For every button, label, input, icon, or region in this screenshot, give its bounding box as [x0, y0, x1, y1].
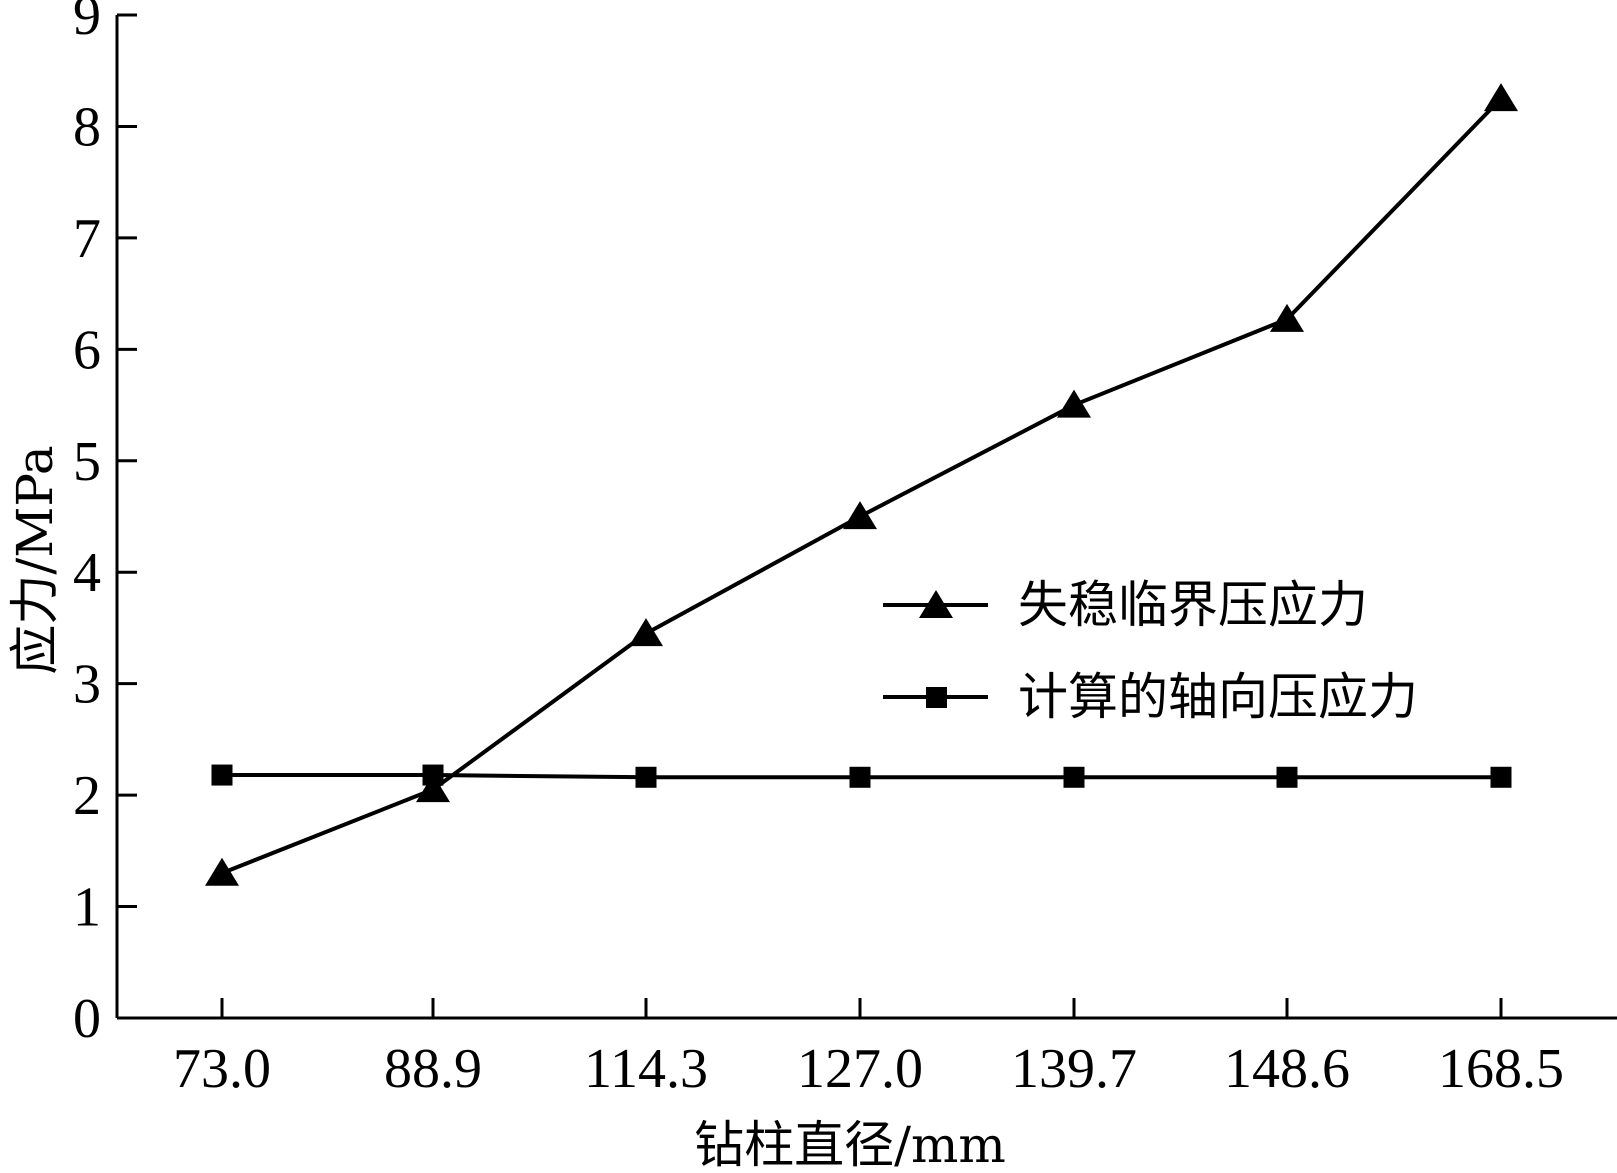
axes	[115, 15, 1617, 1020]
legend-label-critical-stress: 失稳临界压应力	[1018, 576, 1368, 634]
y-tick-label: 8	[73, 96, 101, 158]
square-point	[635, 766, 657, 788]
legend-label-axial-stress: 计算的轴向压应力	[1018, 668, 1418, 726]
x-tick-label: 148.6	[1224, 1038, 1350, 1100]
y-tick-label: 7	[73, 208, 101, 270]
y-tick-label: 5	[73, 431, 101, 493]
triangle-point	[629, 618, 663, 647]
x-tick-label: 73.0	[173, 1038, 271, 1100]
y-tick-label: 3	[73, 654, 101, 716]
square-point	[849, 766, 871, 788]
legend-entry-critical-stress: 失稳临界压应力	[883, 576, 1368, 634]
square-point	[422, 764, 444, 786]
series-markers	[205, 83, 1518, 886]
series-lines	[221, 97, 1503, 875]
triangle-point	[1484, 83, 1518, 112]
y-tick-label: 2	[73, 765, 101, 827]
x-tick-label: 114.3	[584, 1038, 708, 1100]
x-axis-title: 钻柱直径/mm	[694, 1116, 1006, 1173]
square-point	[1490, 766, 1512, 788]
x-tick-label: 168.5	[1438, 1038, 1564, 1100]
y-axis-ticks: 0 1 2 3 4 5 6 7 8 9	[73, 0, 137, 1050]
y-tick-label: 4	[73, 542, 101, 604]
x-tick-label: 127.0	[797, 1038, 923, 1100]
square-point	[1063, 766, 1085, 788]
square-point	[1276, 766, 1298, 788]
triangle-point	[416, 774, 450, 803]
x-tick-label: 88.9	[384, 1038, 482, 1100]
x-axis-ticks: 73.0 88.9 114.3 127.0 139.7 148.6 168.5	[173, 998, 1564, 1100]
triangle-point	[843, 501, 877, 530]
series-line-critical-stress	[221, 97, 1503, 875]
triangle-point	[205, 857, 239, 886]
x-tick-label: 139.7	[1011, 1038, 1137, 1100]
y-tick-label: 9	[73, 0, 101, 47]
legend: 失稳临界压应力 计算的轴向压应力	[883, 576, 1418, 726]
triangle-point	[1270, 303, 1304, 332]
legend-marker-square	[926, 687, 947, 708]
legend-marker-triangle	[919, 590, 953, 618]
y-tick-label: 6	[73, 319, 101, 381]
y-tick-label: 1	[73, 877, 101, 939]
y-tick-label: 0	[73, 988, 101, 1050]
triangle-point	[1057, 389, 1091, 418]
y-axis-title: 应力/MPa	[6, 445, 64, 674]
square-point	[211, 764, 233, 786]
legend-entry-axial-stress: 计算的轴向压应力	[883, 668, 1418, 726]
